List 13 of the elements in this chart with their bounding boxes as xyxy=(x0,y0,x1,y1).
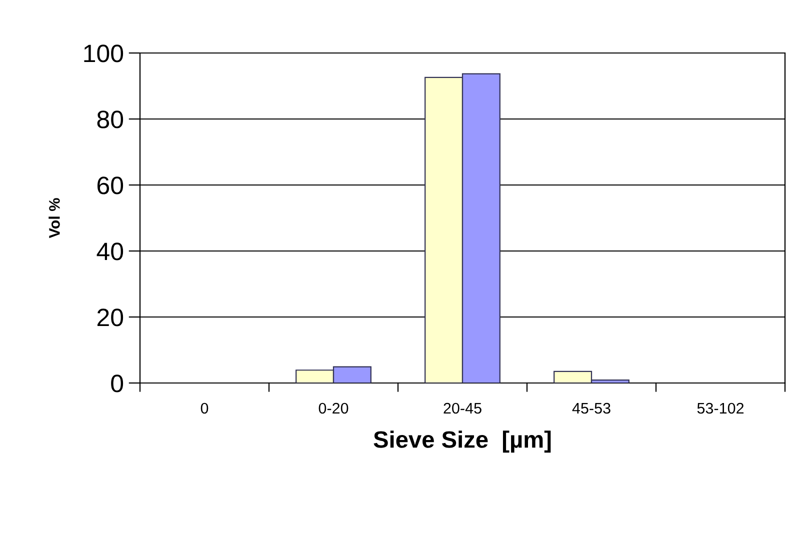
x-tick-label: 53-102 xyxy=(697,402,744,414)
y-axis-title: Vol % xyxy=(48,198,60,238)
x-tick-label: 20-45 xyxy=(444,402,482,414)
y-tick-label: 80 xyxy=(97,110,124,128)
x-axis-title: Sieve Size [µm] xyxy=(374,430,551,453)
y-tick-label: 20 xyxy=(97,308,124,326)
x-tick-label: 45-53 xyxy=(572,402,610,414)
y-tick-label: 60 xyxy=(97,176,124,194)
x-tick-label: 0-20 xyxy=(318,402,348,414)
y-tick-label: 0 xyxy=(111,374,124,392)
y-tick-label: 40 xyxy=(96,242,124,260)
y-tick-label: 100 xyxy=(84,44,124,62)
x-tick-label: 0 xyxy=(200,402,208,414)
